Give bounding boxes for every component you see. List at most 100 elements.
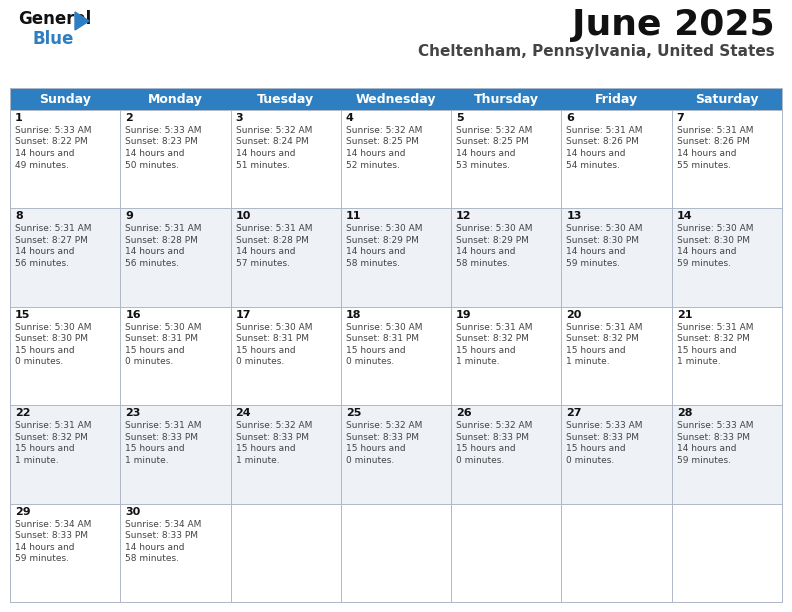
Text: 15 hours and: 15 hours and (676, 346, 737, 355)
Text: 5: 5 (456, 113, 464, 123)
Text: 12: 12 (456, 211, 472, 222)
Text: 0 minutes.: 0 minutes. (346, 456, 394, 465)
Text: Sunset: 8:30 PM: Sunset: 8:30 PM (566, 236, 639, 245)
Text: Sunrise: 5:30 AM: Sunrise: 5:30 AM (235, 323, 312, 332)
FancyBboxPatch shape (451, 209, 562, 307)
Text: 15: 15 (15, 310, 30, 320)
FancyBboxPatch shape (341, 110, 451, 209)
Text: 15 hours and: 15 hours and (346, 346, 406, 355)
Text: Sunrise: 5:30 AM: Sunrise: 5:30 AM (15, 323, 92, 332)
Text: Sunset: 8:33 PM: Sunset: 8:33 PM (125, 433, 198, 442)
Text: Sunrise: 5:30 AM: Sunrise: 5:30 AM (456, 225, 533, 233)
FancyBboxPatch shape (120, 88, 230, 110)
Text: 14 hours and: 14 hours and (235, 149, 295, 158)
FancyBboxPatch shape (672, 307, 782, 405)
Text: 58 minutes.: 58 minutes. (346, 259, 400, 268)
Text: 0 minutes.: 0 minutes. (15, 357, 63, 367)
FancyBboxPatch shape (10, 504, 120, 602)
Text: Sunrise: 5:31 AM: Sunrise: 5:31 AM (235, 225, 312, 233)
FancyBboxPatch shape (451, 88, 562, 110)
FancyBboxPatch shape (230, 307, 341, 405)
Text: Sunset: 8:25 PM: Sunset: 8:25 PM (346, 138, 419, 146)
FancyBboxPatch shape (230, 405, 341, 504)
Text: Sunrise: 5:32 AM: Sunrise: 5:32 AM (456, 421, 532, 430)
Text: 57 minutes.: 57 minutes. (235, 259, 290, 268)
Text: 14 hours and: 14 hours and (566, 247, 626, 256)
Text: Sunrise: 5:31 AM: Sunrise: 5:31 AM (676, 126, 753, 135)
Text: 58 minutes.: 58 minutes. (456, 259, 510, 268)
Text: 1 minute.: 1 minute. (125, 456, 169, 465)
Text: 8: 8 (15, 211, 23, 222)
Text: 17: 17 (235, 310, 251, 320)
Text: 25: 25 (346, 408, 361, 418)
Text: 1 minute.: 1 minute. (15, 456, 59, 465)
FancyBboxPatch shape (10, 307, 120, 405)
Text: Sunset: 8:30 PM: Sunset: 8:30 PM (15, 334, 88, 343)
Text: Sunrise: 5:33 AM: Sunrise: 5:33 AM (566, 421, 643, 430)
FancyBboxPatch shape (672, 110, 782, 209)
FancyBboxPatch shape (451, 504, 562, 602)
Text: 14 hours and: 14 hours and (125, 543, 185, 551)
Text: 14 hours and: 14 hours and (235, 247, 295, 256)
Text: Sunset: 8:28 PM: Sunset: 8:28 PM (235, 236, 308, 245)
Text: Sunset: 8:29 PM: Sunset: 8:29 PM (456, 236, 529, 245)
Text: Sunrise: 5:31 AM: Sunrise: 5:31 AM (125, 421, 202, 430)
Text: Sunset: 8:29 PM: Sunset: 8:29 PM (346, 236, 419, 245)
FancyBboxPatch shape (451, 307, 562, 405)
Text: 53 minutes.: 53 minutes. (456, 160, 510, 170)
Text: Sunset: 8:32 PM: Sunset: 8:32 PM (15, 433, 88, 442)
Text: 49 minutes.: 49 minutes. (15, 160, 69, 170)
Text: Sunset: 8:33 PM: Sunset: 8:33 PM (235, 433, 309, 442)
FancyBboxPatch shape (341, 307, 451, 405)
FancyBboxPatch shape (672, 504, 782, 602)
Text: Sunrise: 5:31 AM: Sunrise: 5:31 AM (15, 225, 92, 233)
Text: Thursday: Thursday (474, 92, 539, 105)
Text: 6: 6 (566, 113, 574, 123)
Text: 0 minutes.: 0 minutes. (346, 357, 394, 367)
Text: 55 minutes.: 55 minutes. (676, 160, 731, 170)
Text: 23: 23 (125, 408, 141, 418)
FancyBboxPatch shape (562, 307, 672, 405)
Text: Sunrise: 5:31 AM: Sunrise: 5:31 AM (456, 323, 533, 332)
Text: 1 minute.: 1 minute. (235, 456, 280, 465)
Text: 14 hours and: 14 hours and (346, 247, 406, 256)
FancyBboxPatch shape (451, 110, 562, 209)
Text: Sunrise: 5:32 AM: Sunrise: 5:32 AM (346, 421, 422, 430)
Text: 24: 24 (235, 408, 251, 418)
Text: 11: 11 (346, 211, 361, 222)
FancyBboxPatch shape (120, 110, 230, 209)
Text: Sunrise: 5:30 AM: Sunrise: 5:30 AM (346, 225, 422, 233)
Text: Sunrise: 5:32 AM: Sunrise: 5:32 AM (346, 126, 422, 135)
Text: 30: 30 (125, 507, 140, 517)
FancyBboxPatch shape (120, 209, 230, 307)
FancyBboxPatch shape (562, 110, 672, 209)
Text: Friday: Friday (595, 92, 638, 105)
FancyBboxPatch shape (341, 504, 451, 602)
Text: Blue: Blue (32, 30, 74, 48)
Text: Sunset: 8:26 PM: Sunset: 8:26 PM (676, 138, 749, 146)
Text: 0 minutes.: 0 minutes. (566, 456, 615, 465)
Text: Sunrise: 5:31 AM: Sunrise: 5:31 AM (15, 421, 92, 430)
Text: 59 minutes.: 59 minutes. (15, 554, 69, 563)
Text: Sunrise: 5:30 AM: Sunrise: 5:30 AM (566, 225, 643, 233)
Text: 14 hours and: 14 hours and (15, 247, 74, 256)
Text: Sunrise: 5:32 AM: Sunrise: 5:32 AM (235, 126, 312, 135)
Text: Sunday: Sunday (40, 92, 91, 105)
Text: 14 hours and: 14 hours and (15, 543, 74, 551)
FancyBboxPatch shape (562, 504, 672, 602)
Text: 20: 20 (566, 310, 582, 320)
Text: General: General (18, 10, 91, 28)
Text: Sunset: 8:32 PM: Sunset: 8:32 PM (566, 334, 639, 343)
Text: Sunset: 8:32 PM: Sunset: 8:32 PM (456, 334, 529, 343)
Text: Sunset: 8:25 PM: Sunset: 8:25 PM (456, 138, 529, 146)
FancyBboxPatch shape (230, 209, 341, 307)
Text: 16: 16 (125, 310, 141, 320)
Polygon shape (75, 12, 89, 30)
FancyBboxPatch shape (230, 110, 341, 209)
Text: 56 minutes.: 56 minutes. (15, 259, 69, 268)
Text: June 2025: June 2025 (573, 8, 775, 42)
Text: 50 minutes.: 50 minutes. (125, 160, 179, 170)
Text: 15 hours and: 15 hours and (346, 444, 406, 453)
Text: Sunset: 8:28 PM: Sunset: 8:28 PM (125, 236, 198, 245)
FancyBboxPatch shape (230, 504, 341, 602)
